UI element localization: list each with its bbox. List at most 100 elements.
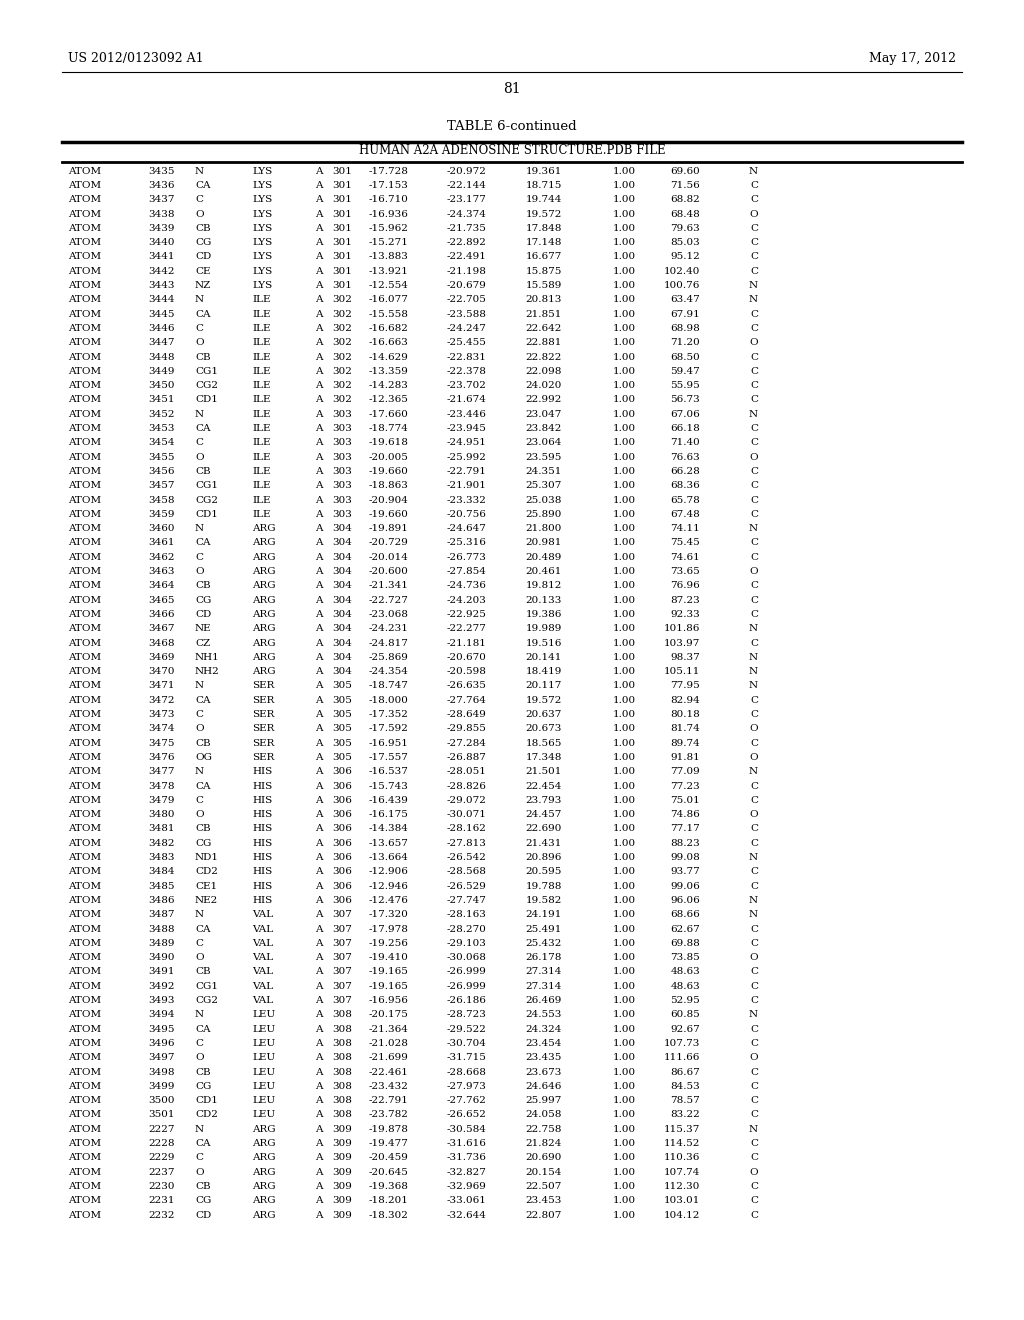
Text: 16.677: 16.677 <box>525 252 562 261</box>
Text: -27.813: -27.813 <box>446 838 486 847</box>
Text: C: C <box>750 195 758 205</box>
Text: 1.00: 1.00 <box>613 1053 636 1063</box>
Text: N: N <box>749 624 758 634</box>
Text: 22.098: 22.098 <box>525 367 562 376</box>
Text: 306: 306 <box>332 896 352 906</box>
Text: 1.00: 1.00 <box>613 367 636 376</box>
Text: 23.673: 23.673 <box>525 1068 562 1077</box>
Text: CA: CA <box>195 924 211 933</box>
Text: HUMAN A2A ADENOSINE STRUCTURE.PDB FILE: HUMAN A2A ADENOSINE STRUCTURE.PDB FILE <box>358 144 666 157</box>
Text: 21.800: 21.800 <box>525 524 562 533</box>
Text: O: O <box>750 568 758 576</box>
Text: 302: 302 <box>332 296 352 305</box>
Text: -23.068: -23.068 <box>368 610 408 619</box>
Text: ATOM: ATOM <box>68 1024 101 1034</box>
Text: N: N <box>195 767 204 776</box>
Text: 21.501: 21.501 <box>525 767 562 776</box>
Text: 104.12: 104.12 <box>664 1210 700 1220</box>
Text: A: A <box>315 853 323 862</box>
Text: ATOM: ATOM <box>68 911 101 919</box>
Text: 1.00: 1.00 <box>613 568 636 576</box>
Text: N: N <box>195 911 204 919</box>
Text: -24.203: -24.203 <box>446 595 486 605</box>
Text: -29.855: -29.855 <box>446 725 486 734</box>
Text: 105.11: 105.11 <box>664 667 700 676</box>
Text: 73.85: 73.85 <box>671 953 700 962</box>
Text: 17.148: 17.148 <box>525 238 562 247</box>
Text: 114.52: 114.52 <box>664 1139 700 1148</box>
Text: A: A <box>315 767 323 776</box>
Text: C: C <box>195 1154 203 1163</box>
Text: 1.00: 1.00 <box>613 867 636 876</box>
Text: C: C <box>750 224 758 232</box>
Text: 74.86: 74.86 <box>671 810 700 820</box>
Text: ATOM: ATOM <box>68 867 101 876</box>
Text: 99.08: 99.08 <box>671 853 700 862</box>
Text: 3487: 3487 <box>148 911 174 919</box>
Text: 1.00: 1.00 <box>613 667 636 676</box>
Text: 306: 306 <box>332 767 352 776</box>
Text: O: O <box>750 1053 758 1063</box>
Text: 308: 308 <box>332 1110 352 1119</box>
Text: 22.454: 22.454 <box>525 781 562 791</box>
Text: 1.00: 1.00 <box>613 639 636 648</box>
Text: C: C <box>195 1039 203 1048</box>
Text: -31.616: -31.616 <box>446 1139 486 1148</box>
Text: 3476: 3476 <box>148 752 174 762</box>
Text: 1.00: 1.00 <box>613 796 636 805</box>
Text: C: C <box>750 882 758 891</box>
Text: 1.00: 1.00 <box>613 924 636 933</box>
Text: ATOM: ATOM <box>68 1010 101 1019</box>
Text: -22.791: -22.791 <box>446 467 486 477</box>
Text: 66.28: 66.28 <box>671 467 700 477</box>
Text: -32.969: -32.969 <box>446 1181 486 1191</box>
Text: CG1: CG1 <box>195 367 218 376</box>
Text: -23.432: -23.432 <box>368 1082 408 1090</box>
Text: -18.774: -18.774 <box>368 424 408 433</box>
Text: NZ: NZ <box>195 281 211 290</box>
Text: -21.735: -21.735 <box>446 224 486 232</box>
Text: -24.354: -24.354 <box>368 667 408 676</box>
Text: -18.863: -18.863 <box>368 482 408 490</box>
Text: CB: CB <box>195 224 211 232</box>
Text: 1.00: 1.00 <box>613 195 636 205</box>
Text: 303: 303 <box>332 438 352 447</box>
Text: 66.18: 66.18 <box>671 424 700 433</box>
Text: 92.33: 92.33 <box>671 610 700 619</box>
Text: 84.53: 84.53 <box>671 1082 700 1090</box>
Text: 3485: 3485 <box>148 882 174 891</box>
Text: 20.637: 20.637 <box>525 710 562 719</box>
Text: C: C <box>750 381 758 391</box>
Text: 23.453: 23.453 <box>525 1196 562 1205</box>
Text: 1.00: 1.00 <box>613 1181 636 1191</box>
Text: A: A <box>315 1139 323 1148</box>
Text: NE2: NE2 <box>195 896 218 906</box>
Text: -22.491: -22.491 <box>446 252 486 261</box>
Text: ATOM: ATOM <box>68 539 101 548</box>
Text: A: A <box>315 267 323 276</box>
Text: 1.00: 1.00 <box>613 1168 636 1176</box>
Text: -30.071: -30.071 <box>446 810 486 820</box>
Text: 24.020: 24.020 <box>525 381 562 391</box>
Text: O: O <box>750 752 758 762</box>
Text: SER: SER <box>252 752 274 762</box>
Text: 71.40: 71.40 <box>671 438 700 447</box>
Text: 1.00: 1.00 <box>613 681 636 690</box>
Text: CB: CB <box>195 581 211 590</box>
Text: A: A <box>315 924 323 933</box>
Text: -26.887: -26.887 <box>446 752 486 762</box>
Text: ATOM: ATOM <box>68 210 101 219</box>
Text: 1.00: 1.00 <box>613 982 636 991</box>
Text: VAL: VAL <box>252 924 273 933</box>
Text: 20.813: 20.813 <box>525 296 562 305</box>
Text: -22.378: -22.378 <box>446 367 486 376</box>
Text: A: A <box>315 1096 323 1105</box>
Text: -16.663: -16.663 <box>368 338 408 347</box>
Text: ATOM: ATOM <box>68 1139 101 1148</box>
Text: 1.00: 1.00 <box>613 1039 636 1048</box>
Text: 96.06: 96.06 <box>671 896 700 906</box>
Text: -13.657: -13.657 <box>368 838 408 847</box>
Text: -21.341: -21.341 <box>368 581 408 590</box>
Text: ATOM: ATOM <box>68 467 101 477</box>
Text: 3448: 3448 <box>148 352 174 362</box>
